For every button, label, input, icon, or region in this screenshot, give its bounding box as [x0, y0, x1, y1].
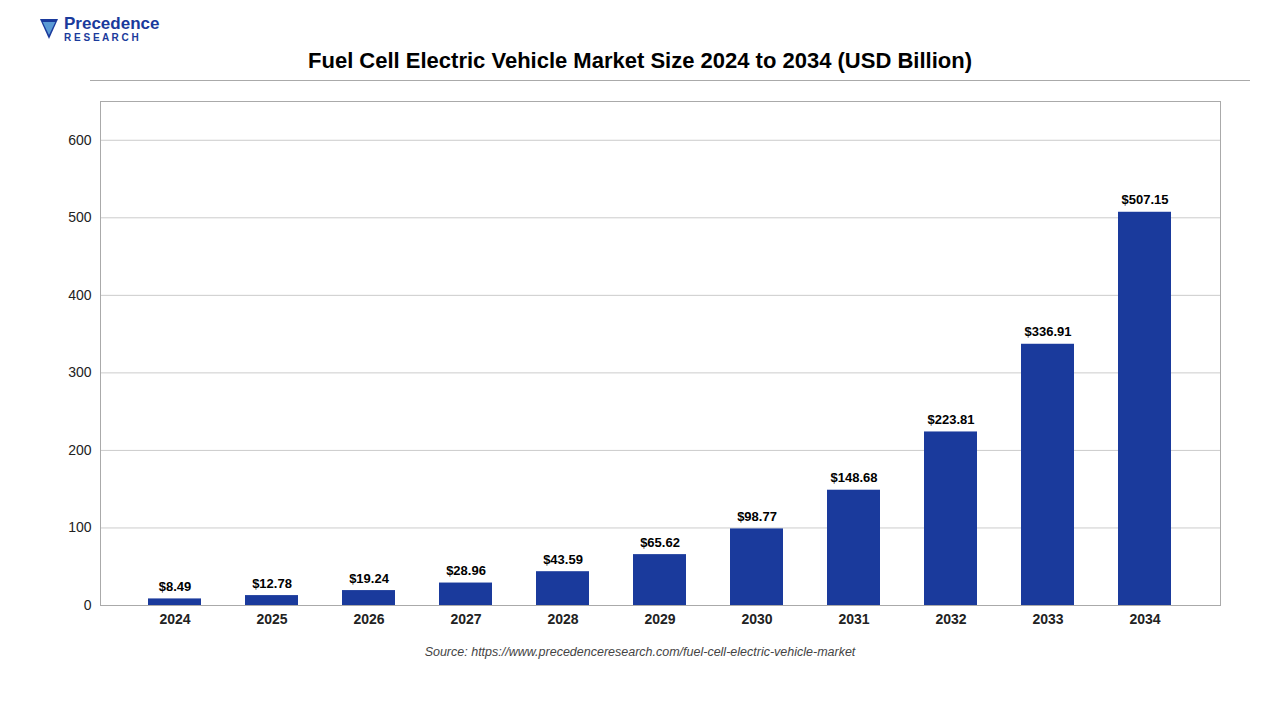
- svg-text:2025: 2025: [256, 611, 287, 627]
- svg-text:$507.15: $507.15: [1122, 192, 1169, 207]
- html-text:Precedence: Precedence: [64, 13, 160, 33]
- svg-text:2032: 2032: [935, 611, 966, 627]
- svg-text:2027: 2027: [450, 611, 481, 627]
- svg-text:0: 0: [84, 597, 92, 613]
- svg-text:2033: 2033: [1032, 611, 1063, 627]
- html-text:Fuel Cell Electric Vehicle Mar: Fuel Cell Electric Vehicle Market Size 2…: [308, 48, 972, 73]
- html-text:R E S E A R C H: R E S E A R C H: [64, 31, 139, 43]
- html-text:Source: https://www.precedence: Source: https://www.precedenceresearch.c…: [424, 645, 856, 659]
- svg-text:$28.96: $28.96: [446, 563, 486, 578]
- svg-text:$8.49: $8.49: [159, 579, 192, 594]
- svg-text:100: 100: [68, 519, 92, 535]
- svg-text:500: 500: [68, 209, 92, 225]
- svg-text:$336.91: $336.91: [1025, 324, 1072, 339]
- svg-text:$98.77: $98.77: [737, 509, 777, 524]
- svg-text:2030: 2030: [741, 611, 772, 627]
- svg-text:$12.78: $12.78: [252, 576, 292, 591]
- svg-text:200: 200: [68, 442, 92, 458]
- svg-text:2029: 2029: [644, 611, 675, 627]
- svg-text:400: 400: [68, 287, 92, 303]
- svg-text:600: 600: [68, 132, 92, 148]
- svg-text:$65.62: $65.62: [640, 535, 680, 550]
- svg-text:$223.81: $223.81: [928, 412, 975, 427]
- svg-text:300: 300: [68, 364, 92, 380]
- svg-text:2026: 2026: [353, 611, 384, 627]
- svg-text:$19.24: $19.24: [349, 571, 390, 586]
- svg-text:2028: 2028: [547, 611, 578, 627]
- svg-text:2024: 2024: [159, 611, 190, 627]
- svg-text:2034: 2034: [1129, 611, 1160, 627]
- svg-text:$43.59: $43.59: [543, 552, 583, 567]
- svg-text:$148.68: $148.68: [831, 470, 878, 485]
- svg-text:2031: 2031: [838, 611, 869, 627]
